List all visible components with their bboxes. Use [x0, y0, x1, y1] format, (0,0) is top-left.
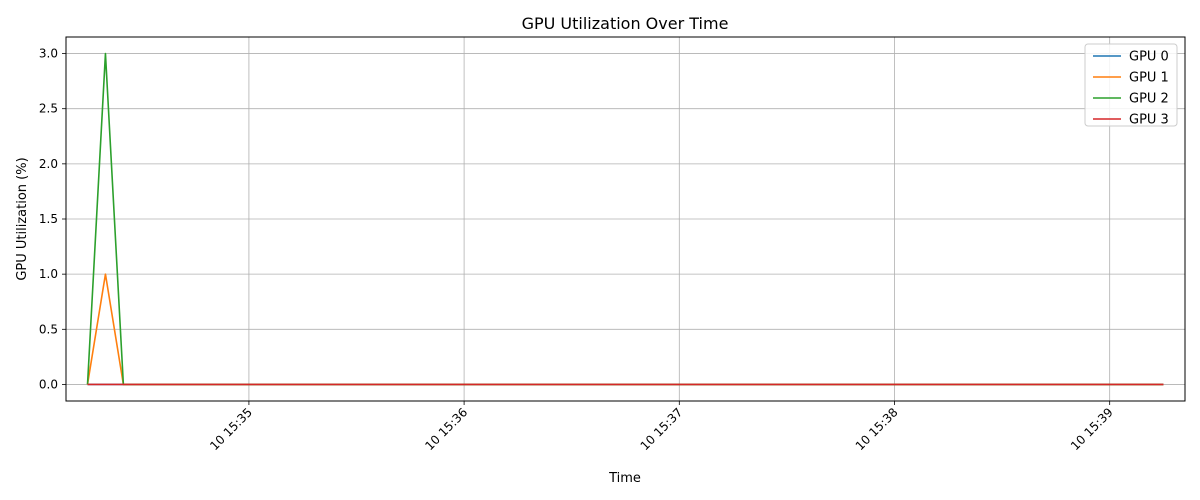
y-tick-label: 1.0	[39, 267, 58, 281]
y-tick-label: 0.5	[39, 322, 58, 336]
legend-label: GPU 2	[1129, 92, 1169, 107]
chart-title: GPU Utilization Over Time	[522, 14, 729, 33]
y-tick-label: 1.5	[39, 212, 58, 226]
y-tick-label: 0.0	[39, 377, 58, 391]
legend-label: GPU 1	[1129, 71, 1169, 86]
legend-box	[1084, 43, 1178, 127]
legend-label: GPU 3	[1129, 113, 1169, 128]
y-tick-label: 2.0	[39, 157, 58, 171]
y-tick-label: 2.5	[39, 102, 58, 116]
y-axis-ticks: 0.0 0.5 1.0 1.5 2.0 2.5 3.0	[39, 47, 66, 391]
y-axis-label: GPU Utilization (%)	[15, 157, 30, 280]
y-tick-label: 3.0	[39, 47, 58, 61]
legend: GPU 0 GPU 1 GPU 2 GPU 3	[1084, 43, 1178, 128]
series-lines	[86, 52, 1164, 386]
x-axis-label: Time	[608, 471, 641, 486]
legend-label: GPU 0	[1129, 50, 1169, 65]
